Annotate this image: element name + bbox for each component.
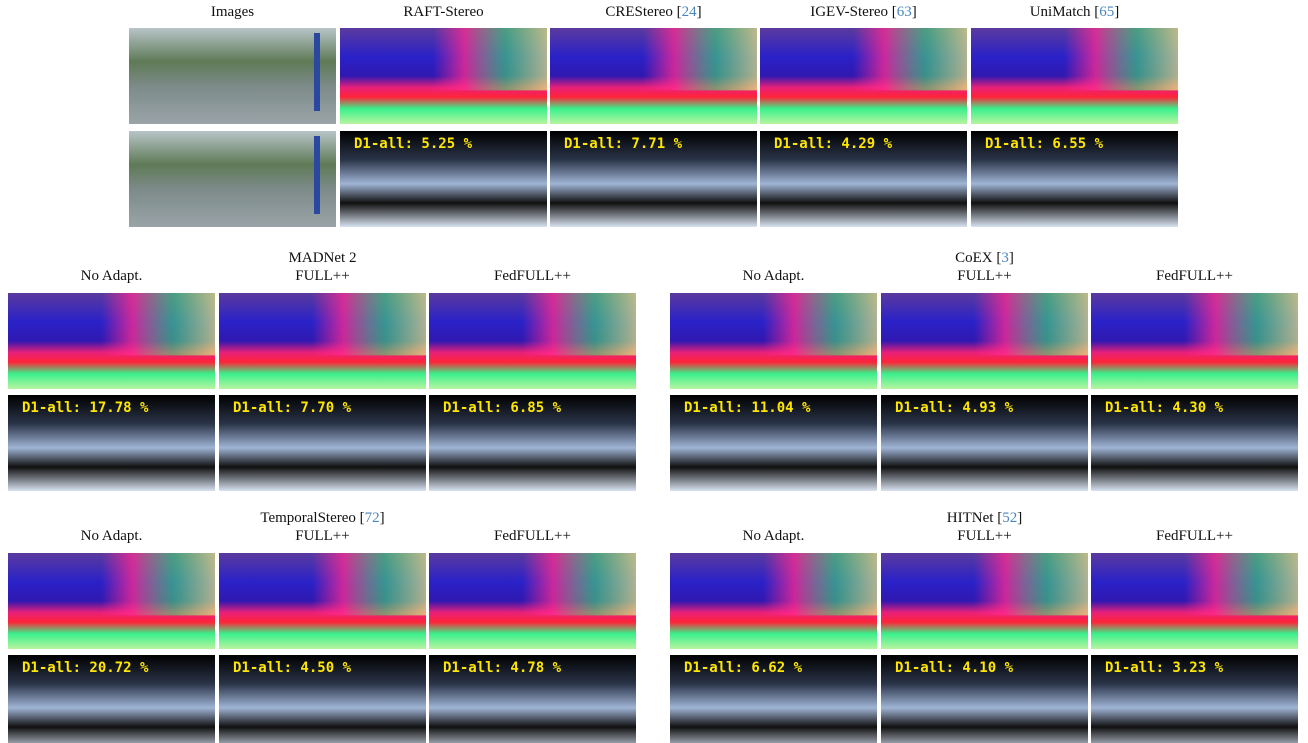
disparity-overlay: [760, 28, 967, 90]
column-header: FULL++: [295, 528, 349, 544]
column-header: No Adapt.: [81, 268, 143, 284]
disparity-overlay: [340, 28, 547, 90]
column-header: RAFT-Stereo: [403, 4, 483, 20]
disparity-overlay: [1091, 553, 1298, 615]
disparity-overlay: [670, 553, 877, 615]
disparity-overlay: [219, 293, 426, 355]
group-title: HITNet [52]: [947, 510, 1022, 526]
metric-label: D1-all: 4.78 %: [443, 660, 562, 676]
pole: [314, 33, 320, 111]
metric-label: D1-all: 6.85 %: [443, 400, 562, 416]
metric-label: D1-all: 3.23 %: [1105, 660, 1224, 676]
disparity-overlay: [8, 553, 215, 615]
column-header: No Adapt.: [743, 268, 805, 284]
column-header: FedFULL++: [494, 268, 571, 284]
metric-label: D1-all: 4.50 %: [233, 660, 352, 676]
metric-label: D1-all: 4.10 %: [895, 660, 1014, 676]
group-title: MADNet 2: [289, 250, 357, 266]
metric-label: D1-all: 11.04 %: [684, 400, 811, 416]
disparity-overlay: [429, 293, 636, 355]
column-header: No Adapt.: [81, 528, 143, 544]
column-header: No Adapt.: [743, 528, 805, 544]
header-text: IGEV-Stereo [: [810, 4, 897, 20]
citation: 52: [1002, 510, 1017, 526]
citation: 24: [682, 4, 698, 20]
group-title: TemporalStereo [72]: [260, 510, 384, 526]
metric-label: D1-all: 20.72 %: [22, 660, 149, 676]
header-text: Images: [211, 4, 254, 20]
disparity-overlay: [881, 293, 1088, 355]
header-text: ]: [1114, 4, 1119, 20]
column-header: FULL++: [957, 528, 1011, 544]
metric-label: D1-all: 7.71 %: [564, 136, 683, 152]
metric-label: D1-all: 5.25 %: [354, 136, 473, 152]
disparity-overlay: [881, 553, 1088, 615]
column-header: UniMatch [65]: [1030, 4, 1120, 20]
metric-label: D1-all: 4.29 %: [774, 136, 893, 152]
metric-label: D1-all: 4.93 %: [895, 400, 1014, 416]
citation: 65: [1099, 4, 1114, 20]
header-text: ]: [912, 4, 917, 20]
disparity-overlay: [1091, 293, 1298, 355]
header-text: CoEX [: [955, 250, 1001, 266]
header-text: ]: [380, 510, 385, 526]
disparity-overlay: [219, 553, 426, 615]
input-image: [129, 28, 336, 124]
header-text: MADNet 2: [289, 250, 357, 266]
citation: 72: [365, 510, 380, 526]
disparity-overlay: [550, 28, 757, 90]
header-text: TemporalStereo [: [260, 510, 364, 526]
column-header: FedFULL++: [1156, 528, 1233, 544]
metric-label: D1-all: 6.62 %: [684, 660, 803, 676]
metric-label: D1-all: 6.55 %: [985, 136, 1104, 152]
header-text: ]: [697, 4, 702, 20]
input-image: [129, 131, 336, 227]
header-text: HITNet [: [947, 510, 1002, 526]
column-header: Images: [211, 4, 254, 20]
disparity-overlay: [971, 28, 1178, 90]
column-header: FULL++: [957, 268, 1011, 284]
metric-label: D1-all: 4.30 %: [1105, 400, 1224, 416]
column-header: CREStereo [24]: [605, 4, 701, 20]
header-text: ]: [1017, 510, 1022, 526]
column-header: FULL++: [295, 268, 349, 284]
citation: 3: [1001, 250, 1009, 266]
citation: 63: [897, 4, 912, 20]
column-header: FedFULL++: [1156, 268, 1233, 284]
pole: [314, 136, 320, 214]
header-text: ]: [1009, 250, 1014, 266]
disparity-overlay: [429, 553, 636, 615]
disparity-overlay: [670, 293, 877, 355]
metric-label: D1-all: 7.70 %: [233, 400, 352, 416]
metric-label: D1-all: 17.78 %: [22, 400, 149, 416]
header-text: CREStereo [: [605, 4, 681, 20]
column-header: IGEV-Stereo [63]: [810, 4, 917, 20]
figure: ImagesRAFT-StereoCREStereo [24]IGEV-Ster…: [0, 0, 1308, 743]
header-text: RAFT-Stereo: [403, 4, 483, 20]
column-header: FedFULL++: [494, 528, 571, 544]
disparity-overlay: [8, 293, 215, 355]
group-title: CoEX [3]: [955, 250, 1014, 266]
header-text: UniMatch [: [1030, 4, 1100, 20]
